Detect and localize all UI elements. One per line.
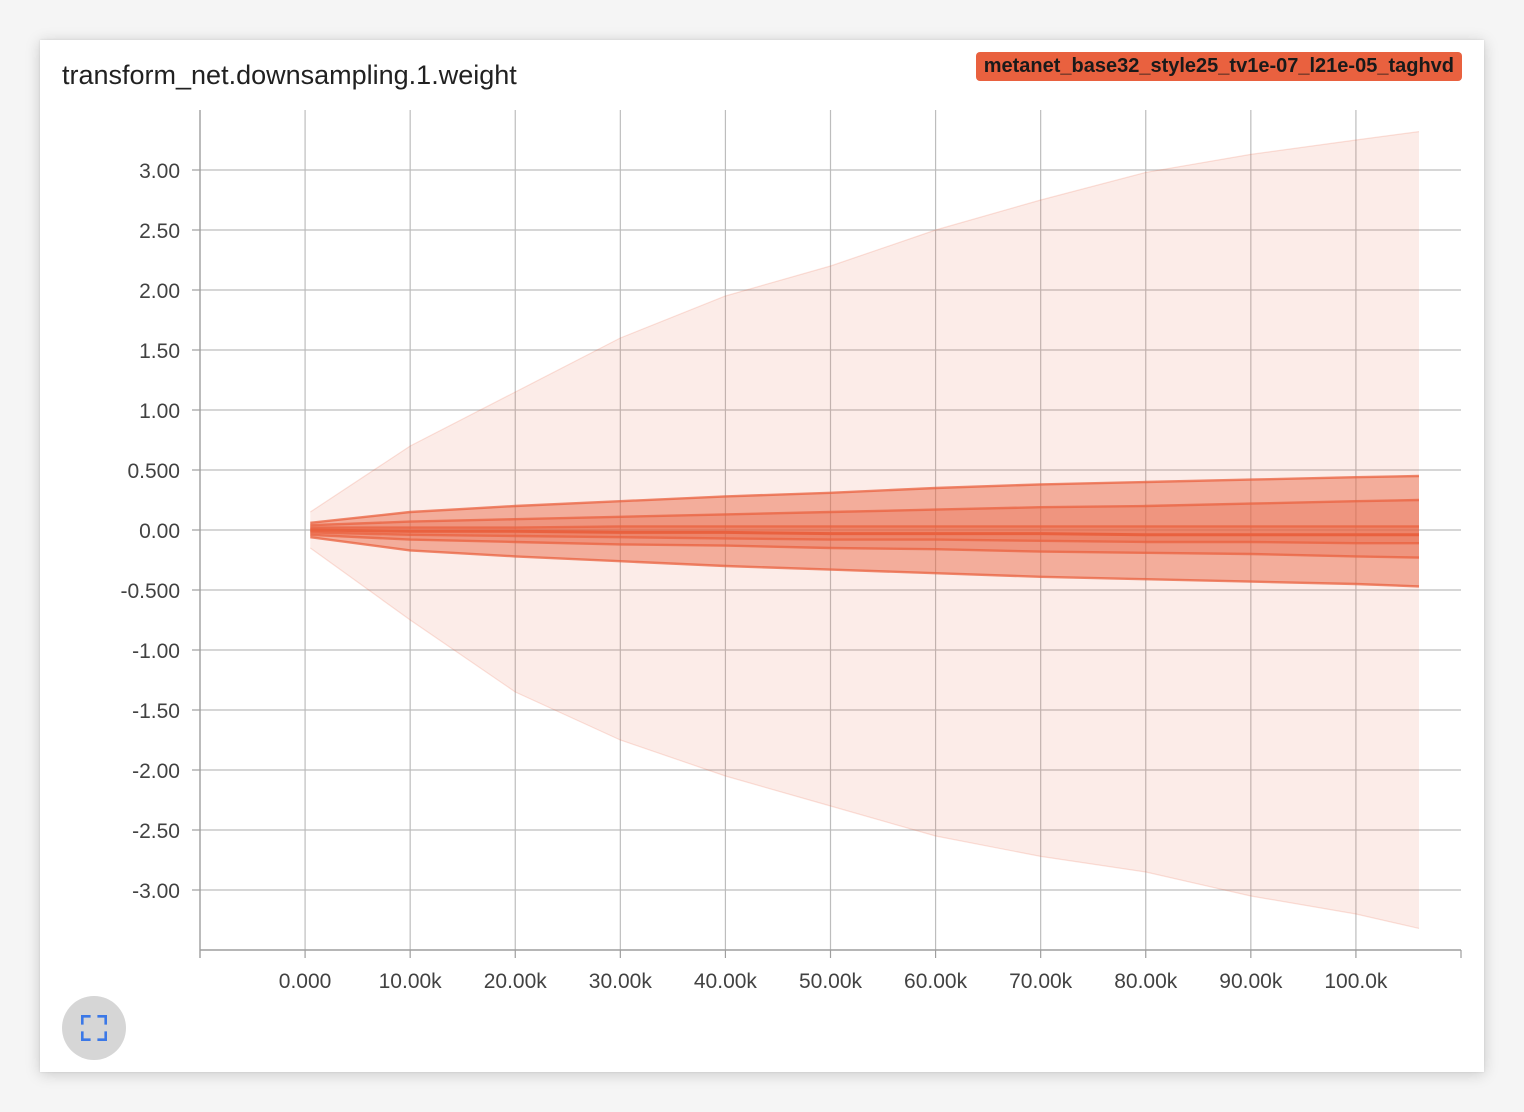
band-lower-line: [309, 547, 1420, 929]
x-tick-label: 10.00k: [379, 970, 443, 993]
y-tick-label: 0.00: [139, 520, 180, 543]
y-tick-label: -2.50: [132, 820, 180, 843]
median-line: [310, 528, 1419, 537]
y-tick-label: 0.500: [127, 460, 180, 483]
y-tick-label: -1.50: [132, 700, 180, 723]
y-tick-label: 2.50: [139, 220, 180, 243]
y-tick-label: -2.00: [132, 760, 180, 783]
x-tick-label: 50.00k: [799, 970, 863, 993]
y-tick-label: 1.50: [139, 340, 180, 363]
run-tag: metanet_base32_style25_tv1e-07_l21e-05_t…: [975, 52, 1462, 81]
chart-title: transform_net.downsampling.1.weight: [62, 60, 517, 90]
y-tick-label: 1.00: [139, 400, 180, 423]
band-upper-line: [310, 498, 1420, 527]
histogram-card: transform_net.downsampling.1.weight meta…: [40, 40, 1484, 1072]
y-tick-label: 3.00: [139, 160, 180, 183]
distribution-plot: 0.000 10.00k 20.00k 30.00k 40.00k 50.00k 60.00…: [120, 110, 1462, 993]
band-lower-line: [310, 531, 1419, 545]
distribution-band: [310, 131, 1419, 929]
y-tick-label: 2.00: [139, 280, 180, 303]
grid-lines: [200, 110, 1461, 950]
x-tick-label: 80.00k: [1114, 970, 1178, 993]
band-lower-line: [310, 536, 1420, 588]
axes: 0.000 10.00k 20.00k 30.00k 40.00k 50.00k 60.00…: [120, 110, 1462, 993]
x-tick-label: 30.00k: [589, 970, 653, 993]
fullscreen-button[interactable]: [62, 996, 126, 1060]
x-tick-label: 40.00k: [694, 970, 758, 993]
x-tick-label: 70.00k: [1009, 970, 1073, 993]
x-tick-label: 20.00k: [484, 970, 548, 993]
x-tick-label: 90.00k: [1219, 970, 1283, 993]
band-lower-line: [310, 533, 1420, 559]
x-tick-label: 0.000: [279, 970, 332, 993]
y-tick-label: -1.00: [132, 640, 180, 663]
distribution-bands: [309, 131, 1420, 929]
x-tick-label: 100.0k: [1324, 970, 1388, 993]
fullscreen-icon: [81, 1015, 107, 1041]
x-tick-label: 60.00k: [904, 970, 968, 993]
band-upper-line: [310, 474, 1420, 524]
band-upper-line: [309, 131, 1420, 513]
band-upper-line: [310, 525, 1419, 529]
y-tick-label: -3.00: [132, 880, 180, 903]
y-tick-label: -0.500: [120, 580, 180, 603]
